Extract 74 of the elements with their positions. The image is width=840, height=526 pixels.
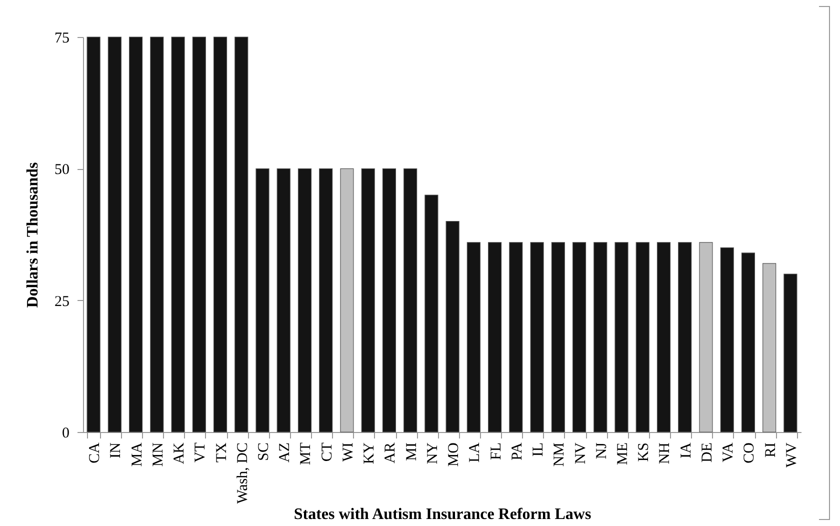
- bar: [192, 36, 206, 432]
- bar: [256, 168, 270, 432]
- x-tick-label: MO: [446, 442, 462, 467]
- bar: [108, 36, 122, 432]
- y-axis-title: Dollars in Thousands: [24, 162, 42, 308]
- x-tick-label: DE: [699, 442, 716, 462]
- y-tick-label: 50: [54, 162, 70, 178]
- bar: [446, 221, 460, 432]
- bar: [424, 194, 438, 432]
- x-tick-label: NM: [552, 442, 568, 467]
- x-tick-label: KS: [636, 442, 652, 462]
- bar: [319, 168, 333, 432]
- x-tick-label: VA: [720, 442, 737, 462]
- bar: [720, 247, 734, 432]
- bar: [656, 242, 671, 432]
- x-tick-label: CT: [319, 442, 336, 462]
- x-tick-label: MN: [150, 442, 166, 467]
- x-tick-label: NJ: [594, 442, 610, 460]
- bar: [572, 242, 586, 432]
- bar: [784, 274, 798, 432]
- bar: [298, 168, 312, 432]
- x-tick-label: CA: [87, 442, 104, 464]
- x-tick-label: MT: [298, 442, 314, 465]
- x-tick-label: IL: [530, 442, 547, 457]
- x-tick-label: AK: [172, 442, 188, 464]
- y-tick-label: 0: [62, 426, 70, 442]
- bar: [276, 168, 290, 432]
- bar: [551, 242, 565, 432]
- x-tick-label: WI: [340, 442, 356, 462]
- bar: [614, 242, 628, 432]
- x-axis-title: States with Autism Insurance Reform Laws: [294, 506, 592, 523]
- bar: [171, 36, 185, 432]
- x-tick-label: ME: [615, 442, 631, 465]
- bar: [234, 36, 248, 432]
- bar: [361, 168, 375, 432]
- x-tick-label: NY: [424, 442, 441, 464]
- bar: [213, 36, 228, 432]
- bar: [636, 242, 650, 432]
- bar: [530, 242, 544, 432]
- x-tick-label: PA: [509, 442, 526, 460]
- x-tick-label: TX: [214, 442, 230, 462]
- x-tick-label: Wash, DC: [234, 442, 251, 504]
- x-tick-label: NH: [657, 442, 674, 464]
- x-tick-label: KY: [362, 442, 378, 464]
- bar: [404, 168, 418, 432]
- bar: [678, 242, 692, 432]
- bar: [594, 242, 608, 432]
- bar: [488, 242, 502, 432]
- x-tick-label: CO: [742, 442, 758, 464]
- bar: [128, 36, 143, 432]
- x-tick-label: RI: [762, 442, 779, 458]
- bar: [382, 168, 396, 432]
- x-tick-label: VT: [192, 442, 209, 462]
- x-tick-label: MA: [129, 442, 146, 467]
- bar: [466, 242, 480, 432]
- y-tick-label: 25: [54, 294, 70, 310]
- x-tick-label: MI: [404, 442, 420, 461]
- x-tick-label: AR: [382, 442, 399, 464]
- bar: [741, 252, 756, 432]
- x-tick-label: LA: [467, 442, 484, 462]
- bar: [340, 168, 354, 432]
- x-tick-label: SC: [256, 442, 272, 461]
- bar: [509, 242, 523, 432]
- bar: [150, 36, 164, 432]
- x-tick-label: IA: [678, 442, 694, 458]
- x-tick-label: NV: [572, 442, 589, 464]
- bar: [699, 242, 713, 432]
- x-tick-label: AZ: [277, 442, 294, 462]
- bar: [86, 36, 100, 432]
- bar: [762, 263, 776, 432]
- x-tick-label: FL: [488, 442, 504, 460]
- y-tick-label: 75: [54, 30, 70, 46]
- x-tick-label: WV: [784, 442, 800, 468]
- x-tick-label: IN: [108, 442, 124, 458]
